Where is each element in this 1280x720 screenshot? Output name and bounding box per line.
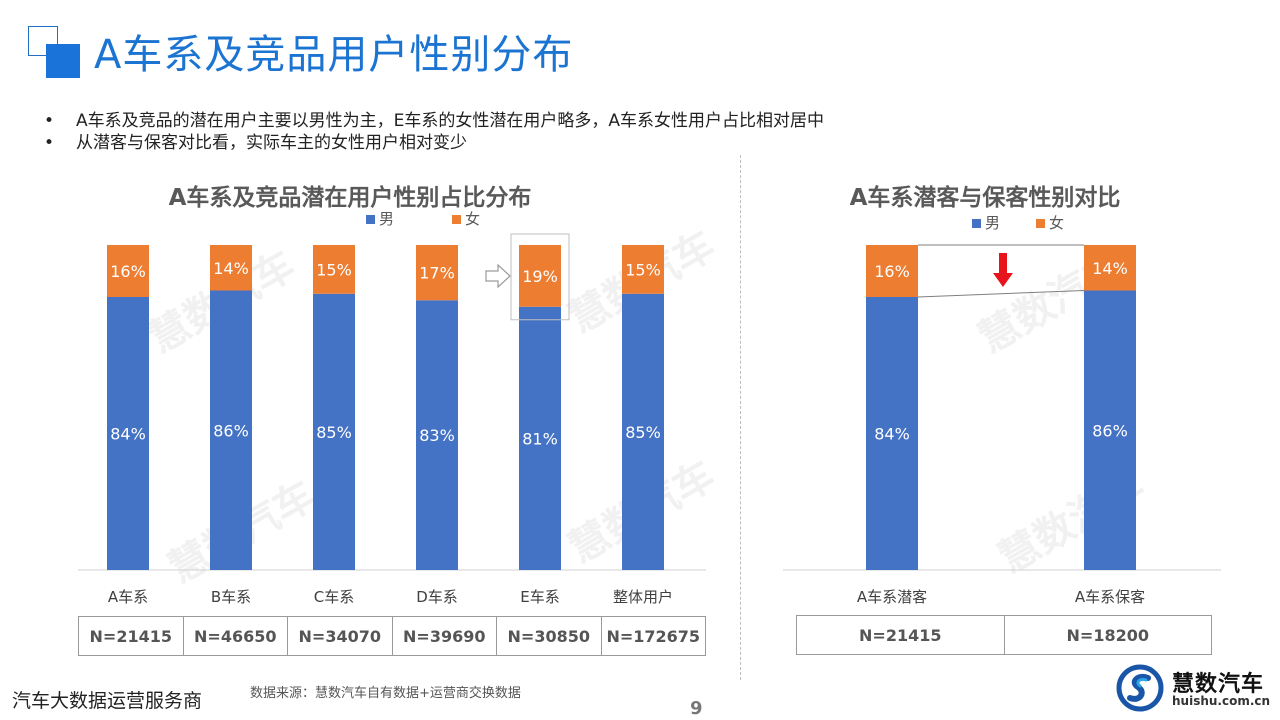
- arrow-right-icon: [485, 263, 511, 289]
- bar-male: [313, 293, 355, 570]
- title-decoration-square: [46, 44, 80, 78]
- data-label-male: 85%: [316, 423, 352, 442]
- page-number: 9: [690, 698, 703, 719]
- bar-male: [416, 300, 458, 570]
- bullet-dot: •: [44, 111, 55, 131]
- category-label: D车系: [416, 588, 458, 606]
- sample-size-cell: N=46650: [182, 617, 288, 655]
- data-label-female: 16%: [110, 262, 146, 281]
- bullet-item: • 从潜客与保客对比看，实际车主的女性用户相对变少: [44, 132, 824, 154]
- bullet-item: • A车系及竞品的潜在用户主要以男性为主，E车系的女性潜在用户略多，A车系女性用…: [44, 110, 824, 132]
- section-divider: [740, 155, 741, 680]
- bar-female: [519, 245, 561, 307]
- legend-swatch: [1036, 219, 1045, 228]
- data-label-male: 86%: [213, 421, 249, 440]
- chart-title: A车系潜客与保客性别对比: [850, 184, 1121, 211]
- connector-line-middle: [917, 290, 1085, 298]
- data-label-female: 15%: [316, 260, 352, 279]
- bar-female: [210, 245, 252, 291]
- legend-swatch: [366, 215, 375, 224]
- bullet-text: 从潜客与保客对比看，实际车主的女性用户相对变少: [76, 133, 467, 153]
- bullet-text: A车系及竞品的潜在用户主要以男性为主，E车系的女性潜在用户略多，A车系女性用户占…: [76, 111, 824, 131]
- sample-size-cell: N=39690: [391, 617, 497, 655]
- bullet-dot: •: [44, 133, 55, 153]
- legend-label: 男: [985, 214, 1000, 232]
- category-label: A车系潜客: [857, 588, 927, 606]
- sample-size-cell: N=21415: [89, 626, 172, 646]
- bar-female: [1084, 245, 1136, 291]
- bar-male: [866, 297, 918, 570]
- footer-tagline: 汽车大数据运营服务商: [12, 690, 203, 712]
- title-decoration-outline: [28, 26, 58, 56]
- bar-male: [210, 290, 252, 570]
- brand-url: huishu.com.cn: [1172, 694, 1271, 708]
- data-label-female: 14%: [1092, 259, 1128, 278]
- category-label: C车系: [314, 588, 354, 606]
- sample-size-cell: N=21415: [859, 625, 942, 645]
- bar-male: [107, 297, 149, 570]
- brand-name: 慧数汽车: [1172, 672, 1265, 697]
- data-label-male: 83%: [419, 426, 455, 445]
- bar-female: [416, 245, 458, 301]
- bar-female: [622, 245, 664, 294]
- chart-title: A车系及竞品潜在用户性别占比分布: [169, 184, 532, 211]
- arrow-down-icon: [993, 253, 1013, 287]
- category-label: 整体用户: [613, 588, 673, 606]
- sample-size-cell: N=18200: [1003, 616, 1212, 654]
- data-label-female: 14%: [213, 259, 249, 278]
- category-label: B车系: [211, 588, 251, 606]
- data-label-female: 19%: [522, 267, 558, 286]
- data-source: 数据来源：慧数汽车自有数据+运营商交换数据: [250, 686, 521, 701]
- highlight-box: [510, 233, 570, 321]
- sample-size-table-left: N=21415 N=46650 N=34070 N=39690 N=30850 N=172…: [78, 616, 706, 656]
- category-label: A车系保客: [1075, 588, 1145, 606]
- brand-logo: 慧数汽车 huishu.com.cn: [1116, 664, 1272, 714]
- bar-male: [1084, 290, 1136, 570]
- data-label-female: 16%: [874, 262, 910, 281]
- page-title: A车系及竞品用户性别分布: [94, 32, 574, 78]
- logo-icon: [1116, 664, 1164, 712]
- data-label-male: 84%: [110, 425, 146, 444]
- legend-label: 男: [379, 210, 394, 228]
- summary-bullets: • A车系及竞品的潜在用户主要以男性为主，E车系的女性潜在用户略多，A车系女性用…: [44, 110, 824, 154]
- data-label-male: 86%: [1092, 421, 1128, 440]
- sample-size-table-right: N=21415 N=18200: [796, 615, 1212, 655]
- legend-swatch: [452, 215, 461, 224]
- data-label-male: 84%: [874, 425, 910, 444]
- bar-male: [622, 293, 664, 570]
- bar-male: [519, 306, 561, 570]
- legend-swatch: [972, 219, 981, 228]
- sample-size-cell: N=34070: [287, 617, 392, 655]
- bar-female: [107, 245, 149, 297]
- sample-size-cell: N=30850: [496, 617, 601, 655]
- category-label: A车系: [108, 588, 148, 606]
- legend-label: 女: [465, 210, 480, 228]
- data-label-female: 17%: [419, 264, 455, 283]
- legend-label: 女: [1049, 214, 1064, 232]
- data-label-female: 15%: [625, 260, 661, 279]
- category-label: E车系: [520, 588, 559, 606]
- data-label-male: 81%: [522, 429, 558, 448]
- bar-female: [866, 245, 918, 297]
- bar-female: [313, 245, 355, 294]
- data-label-male: 85%: [625, 423, 661, 442]
- sample-size-cell: N=172675: [600, 617, 706, 655]
